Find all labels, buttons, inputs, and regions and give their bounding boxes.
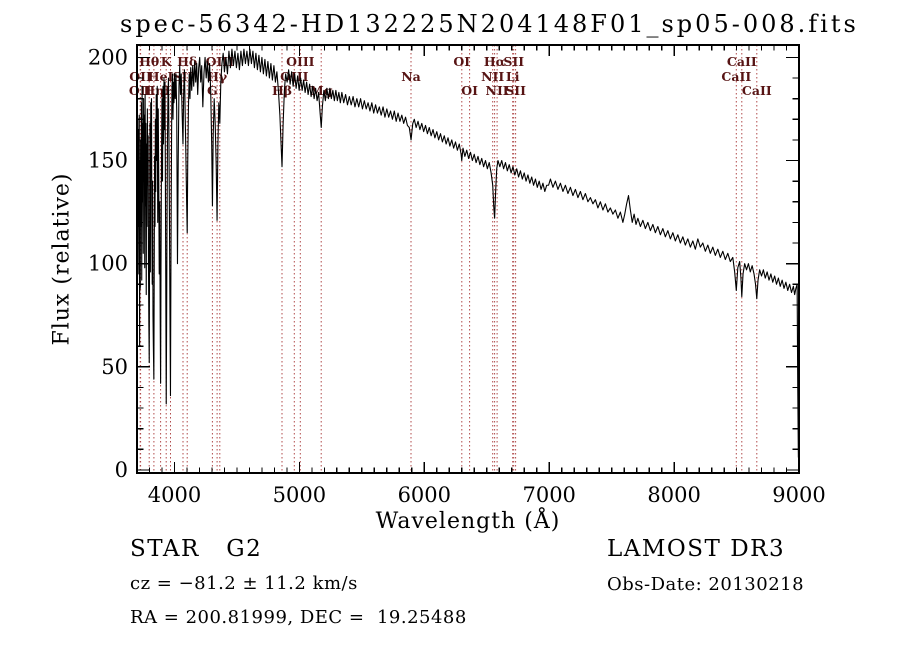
line-label-CaII: CaII xyxy=(721,69,751,84)
line-label-CaII: CaII xyxy=(727,54,757,69)
y-tick-label: 0 xyxy=(115,458,128,482)
line-label-OI: OI xyxy=(453,54,470,69)
line-label-Hη: Hη xyxy=(143,83,164,98)
x-tick-label: 4000 xyxy=(148,483,201,507)
y-tick-label: 100 xyxy=(88,252,128,276)
radial-velocity-label: cz = −81.2 ± 11.2 km/s xyxy=(130,573,358,594)
line-label-Hβ: Hβ xyxy=(272,83,292,98)
line-label-Mg: Mg xyxy=(310,83,333,98)
y-tick-label: 50 xyxy=(101,355,128,379)
line-label-NII: NII xyxy=(486,83,509,98)
x-tick-label: 7000 xyxy=(522,483,575,507)
object-class-label: STAR G2 xyxy=(130,536,263,562)
line-label-K: K xyxy=(161,54,173,69)
line-label-OI: OI xyxy=(461,83,478,98)
ra-dec-label: RA = 200.81999, DEC = 19.25488 xyxy=(130,607,467,628)
x-tick-label: 5000 xyxy=(273,483,326,507)
line-label-SII: SII xyxy=(505,83,526,98)
x-tick-label: 6000 xyxy=(398,483,451,507)
line-label-Li: Li xyxy=(506,69,520,84)
spectral-line-labels: OIIOIIHθHηHeIKHSIIHδGHγOIIIHβOIIIOIIIMgN… xyxy=(129,54,772,98)
obs-date-label: Obs-Date: 20130218 xyxy=(607,574,805,595)
line-label-Hα: Hα xyxy=(484,54,506,69)
axes xyxy=(136,44,800,474)
survey-release-label: LAMOST DR3 xyxy=(607,536,786,562)
x-axis-label: Wavelength (Å) xyxy=(375,509,561,534)
tick-labels: 4000 5000 6000 7000 8000 9000 0 50 100 150 200 xyxy=(88,45,826,507)
line-label-Hγ: Hγ xyxy=(207,69,228,84)
line-label-OIII: OIII xyxy=(286,54,315,69)
spectral-line-markers xyxy=(139,45,758,473)
line-label-NII: NII xyxy=(481,69,504,84)
y-tick-label: 150 xyxy=(88,149,128,173)
x-tick-label: 9000 xyxy=(772,483,825,507)
line-label-Na: Na xyxy=(401,69,421,84)
x-tick-label: 8000 xyxy=(647,483,700,507)
line-label-OII: OII xyxy=(129,83,152,98)
line-label-SII: SII xyxy=(503,54,524,69)
line-label-HeI: HeI xyxy=(148,69,174,84)
line-label-SII: SII xyxy=(173,69,194,84)
plot-title: spec-56342-HD132225N204148F01_sp05-008.f… xyxy=(120,10,859,38)
spectrum-trace xyxy=(136,48,799,458)
line-label-G: G xyxy=(207,83,218,98)
y-tick-label: 200 xyxy=(88,45,128,69)
line-label-Hδ: Hδ xyxy=(177,54,197,69)
line-label-CaII: CaII xyxy=(742,83,772,98)
line-label-Hθ: Hθ xyxy=(139,54,159,69)
plot-frame xyxy=(136,44,800,474)
line-label-OII: OII xyxy=(129,69,152,84)
